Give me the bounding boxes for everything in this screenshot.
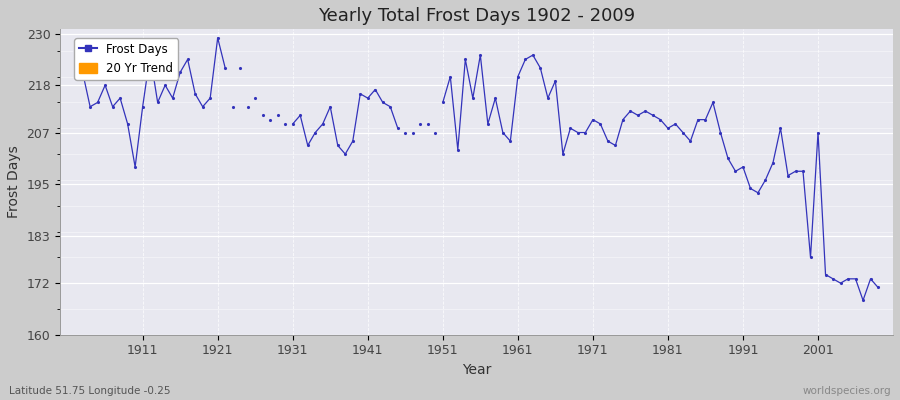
X-axis label: Year: Year bbox=[462, 363, 491, 377]
Title: Yearly Total Frost Days 1902 - 2009: Yearly Total Frost Days 1902 - 2009 bbox=[318, 7, 635, 25]
Legend: Frost Days, 20 Yr Trend: Frost Days, 20 Yr Trend bbox=[75, 38, 178, 80]
Text: worldspecies.org: worldspecies.org bbox=[803, 386, 891, 396]
Y-axis label: Frost Days: Frost Days bbox=[7, 146, 21, 218]
Text: Latitude 51.75 Longitude -0.25: Latitude 51.75 Longitude -0.25 bbox=[9, 386, 170, 396]
